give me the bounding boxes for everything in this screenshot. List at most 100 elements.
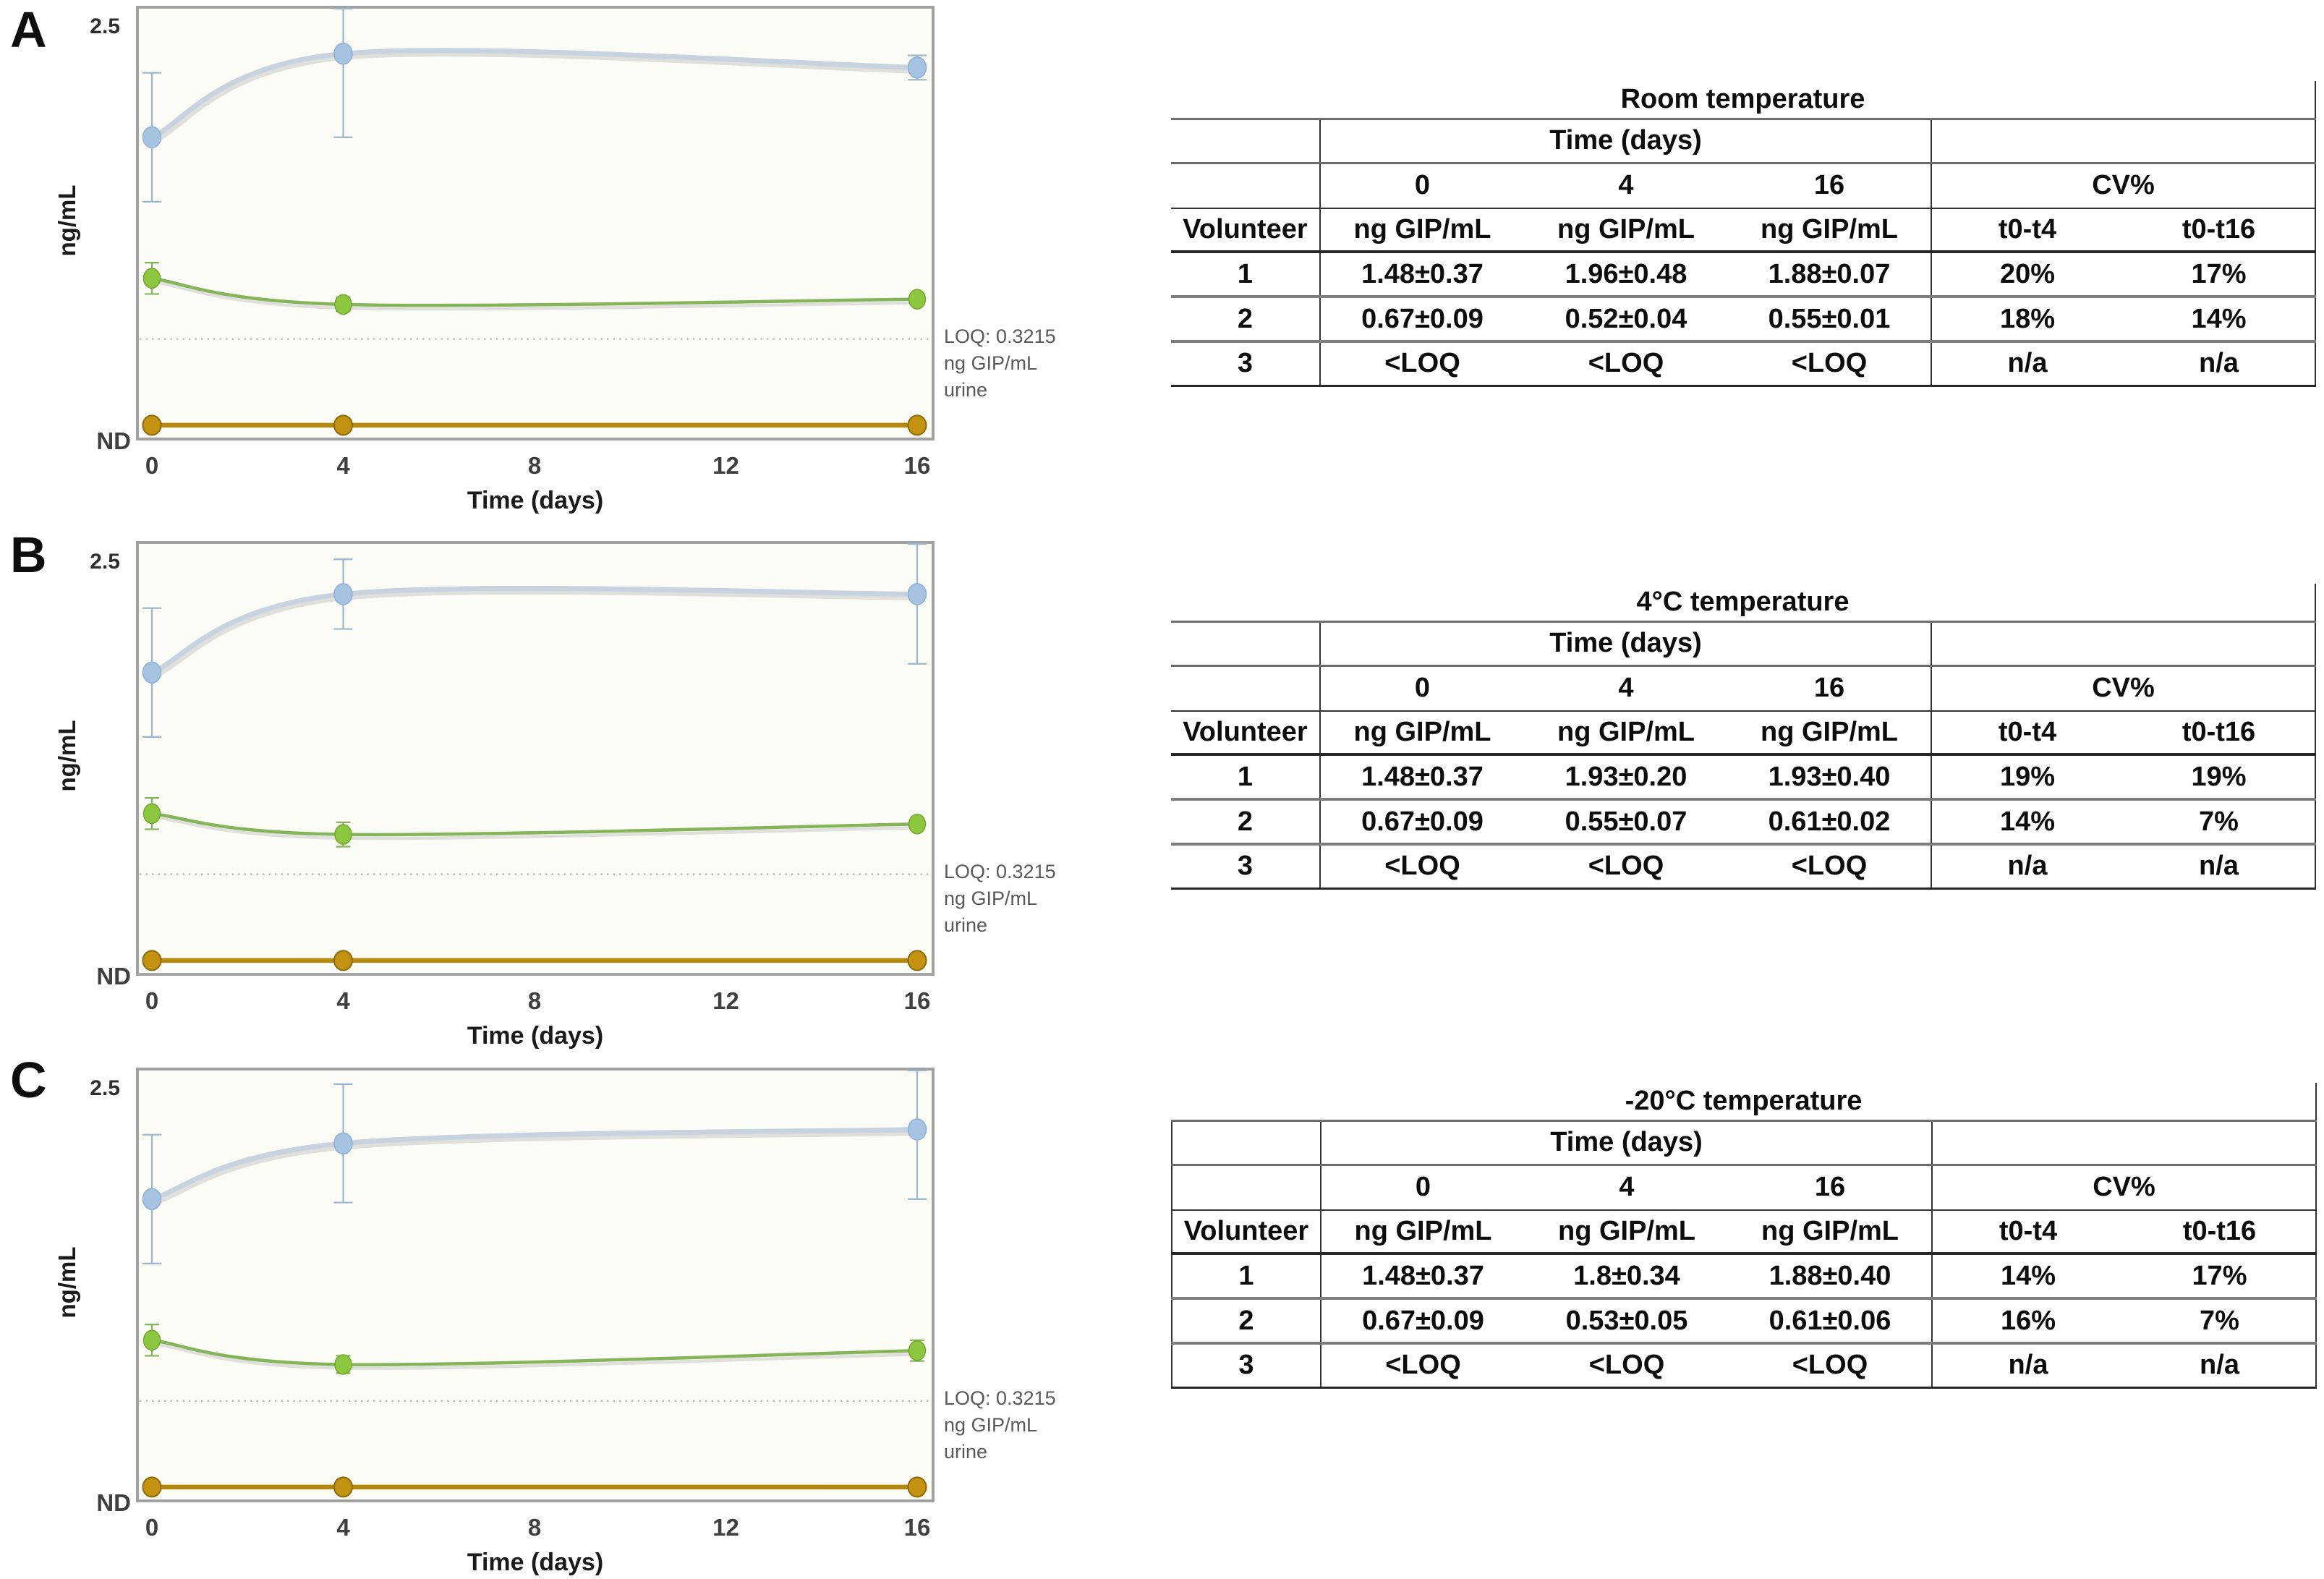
- cv-value-cell: 7%: [2123, 799, 2316, 846]
- table-row: 3 <LOQ <LOQ <LOQ n/a n/a: [1171, 341, 2316, 387]
- cv-value-cell: 16%: [1931, 1298, 2124, 1345]
- table-row: Time (days): [1171, 1120, 2317, 1166]
- value-cell: 0.61±0.02: [1728, 799, 1931, 846]
- table-cell: [1171, 119, 1320, 164]
- cv-value-cell: 17%: [2123, 252, 2316, 298]
- x-tick-label: 0: [145, 452, 158, 479]
- y-axis-top-tick-label: 2.5: [90, 14, 120, 38]
- table-cell: [1171, 1120, 1321, 1166]
- data-point-marker: [907, 1476, 927, 1498]
- data-point-marker: [333, 42, 353, 65]
- table-row: 2 0.67±0.09 0.53±0.05 0.61±0.06 16% 7%: [1171, 1298, 2317, 1345]
- x-tick-label: 4: [336, 987, 350, 1014]
- table-title: 4°C temperature: [1171, 584, 2316, 623]
- value-cell: <LOQ: [1524, 341, 1728, 387]
- x-tick-label: 8: [528, 452, 541, 479]
- data-point-marker: [333, 1132, 353, 1154]
- time-col-header: 16: [1728, 665, 1931, 712]
- volunteer-header: Volunteer: [1171, 711, 1320, 756]
- cv-col-header: t0-t16: [2124, 1210, 2317, 1255]
- table-row: 1 1.48±0.37 1.8±0.34 1.88±0.40 14% 17%: [1171, 1254, 2317, 1300]
- data-point-marker: [142, 268, 161, 289]
- loq-annotation-line: ng GIP/mL: [944, 1414, 1037, 1436]
- series-line: [150, 1338, 919, 1366]
- unit-header: ng GIP/mL: [1524, 208, 1728, 253]
- volunteer-id-cell: 1: [1171, 1254, 1321, 1300]
- value-cell: 0.61±0.06: [1729, 1298, 1932, 1345]
- panel-letter-A: A: [10, 1, 47, 58]
- series-line-shadow: [153, 815, 920, 840]
- data-point-marker: [334, 1354, 352, 1375]
- cv-value-cell: 14%: [1931, 799, 2123, 846]
- data-point-marker: [333, 1476, 353, 1498]
- data-point-marker: [142, 414, 162, 436]
- loq-annotation-line: LOQ: 0.3215: [944, 325, 1056, 347]
- loq-annotation-line: LOQ: 0.3215: [944, 1387, 1056, 1409]
- time-col-header: 4: [1525, 1165, 1729, 1211]
- value-cell: 1.48±0.37: [1319, 754, 1524, 801]
- x-tick-label: 16: [904, 987, 931, 1014]
- loq-annotation-line: urine: [944, 914, 987, 936]
- value-cell: 1.88±0.07: [1728, 252, 1931, 298]
- y-axis-top-tick-label: 2.5: [90, 1076, 120, 1100]
- volunteer-id-cell: 1: [1171, 252, 1320, 298]
- cv-value-cell: n/a: [1931, 341, 2123, 387]
- series-1-group: [142, 1069, 927, 1264]
- cv-value-cell: n/a: [2124, 1343, 2317, 1389]
- table-row: 4°C temperature: [1171, 584, 2316, 623]
- nd-label: ND: [96, 1489, 131, 1516]
- time-col-header: 4: [1524, 163, 1728, 209]
- table-cell: [1171, 621, 1320, 667]
- series-2-group: [142, 262, 927, 315]
- value-cell: 0.53±0.05: [1525, 1298, 1729, 1345]
- data-point-marker: [907, 1118, 927, 1141]
- unit-header: ng GIP/mL: [1320, 1210, 1525, 1255]
- time-col-header: 16: [1729, 1165, 1932, 1211]
- table-title: -20°C temperature: [1172, 1083, 2317, 1122]
- data-point-marker: [907, 583, 927, 605]
- series-line-shadow: [153, 589, 920, 679]
- x-tick-label: 12: [712, 987, 739, 1014]
- table-cell: [1171, 665, 1320, 712]
- table-title: Room temperature: [1171, 81, 2316, 120]
- plot-area: [136, 6, 935, 440]
- series-line: [150, 276, 919, 307]
- data-point-marker: [334, 824, 352, 845]
- loq-annotation-line: urine: [944, 379, 987, 401]
- table-row: Volunteer ng GIP/mL ng GIP/mL ng GIP/mL t0-t…: [1171, 1210, 2317, 1255]
- stability-data-table: -20°C temperature Time (days) 0 4 16 CV% Volun…: [1171, 1083, 2317, 1389]
- cv-value-cell: 7%: [2124, 1298, 2317, 1345]
- table-row: 0 4 16 CV%: [1171, 163, 2316, 209]
- value-cell: <LOQ: [1524, 844, 1728, 890]
- data-point-marker: [333, 414, 353, 436]
- cv-group-header: CV%: [1931, 163, 2316, 209]
- series-3-group: [142, 414, 927, 436]
- loq-annotation-line: LOQ: 0.3215: [944, 861, 1056, 882]
- loq-annotation-line: urine: [944, 1441, 987, 1463]
- time-col-header: 0: [1319, 163, 1524, 209]
- cv-value-cell: n/a: [2123, 341, 2316, 387]
- x-tick-label: 4: [336, 1514, 350, 1541]
- value-cell: 1.93±0.20: [1524, 754, 1728, 801]
- data-point-marker: [907, 56, 927, 79]
- volunteer-header: Volunteer: [1171, 208, 1320, 253]
- unit-header: ng GIP/mL: [1319, 711, 1524, 756]
- data-point-marker: [907, 950, 927, 971]
- x-tick-label: 8: [528, 1514, 541, 1541]
- table-row: Volunteer ng GIP/mL ng GIP/mL ng GIP/mL t0-t…: [1171, 711, 2316, 756]
- table-row: 3 <LOQ <LOQ <LOQ n/a n/a: [1171, 844, 2316, 890]
- data-point-marker: [908, 1340, 927, 1361]
- unit-header: ng GIP/mL: [1525, 1210, 1729, 1255]
- volunteer-id-cell: 2: [1171, 799, 1320, 846]
- volunteer-id-cell: 1: [1171, 754, 1320, 801]
- table-row: Room temperature: [1171, 81, 2316, 120]
- cv-value-cell: 17%: [2124, 1254, 2317, 1300]
- volunteer-id-cell: 3: [1171, 341, 1320, 387]
- table-row: -20°C temperature: [1172, 1083, 2317, 1122]
- data-point-marker: [142, 1476, 162, 1498]
- value-cell: 1.48±0.37: [1320, 1254, 1525, 1300]
- loq-annotation-line: ng GIP/mL: [944, 888, 1037, 909]
- value-cell: 0.67±0.09: [1319, 799, 1524, 846]
- value-cell: 1.96±0.48: [1524, 252, 1728, 298]
- cv-value-cell: n/a: [1931, 1343, 2124, 1389]
